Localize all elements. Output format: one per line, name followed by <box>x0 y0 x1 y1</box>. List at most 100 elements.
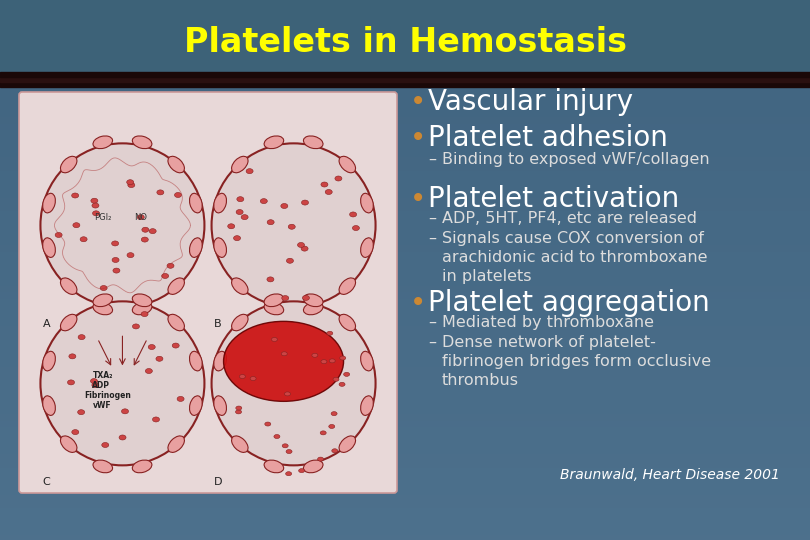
Bar <box>0 26 810 33</box>
Ellipse shape <box>127 253 134 258</box>
Bar <box>0 498 810 507</box>
Ellipse shape <box>304 294 323 307</box>
Bar <box>0 303 810 310</box>
Bar <box>0 161 810 168</box>
Ellipse shape <box>236 406 242 410</box>
Ellipse shape <box>288 224 296 230</box>
Text: Platelet adhesion: Platelet adhesion <box>428 124 668 152</box>
Bar <box>0 73 810 81</box>
Bar <box>0 0 810 6</box>
Ellipse shape <box>287 258 293 264</box>
Ellipse shape <box>282 444 288 448</box>
Bar <box>0 107 810 115</box>
Ellipse shape <box>237 197 244 201</box>
Ellipse shape <box>149 228 156 234</box>
Ellipse shape <box>100 286 107 291</box>
Ellipse shape <box>142 227 149 232</box>
Bar <box>0 343 810 351</box>
Ellipse shape <box>162 273 168 279</box>
Ellipse shape <box>318 457 323 461</box>
Text: Braunwald, Heart Disease 2001: Braunwald, Heart Disease 2001 <box>561 468 780 482</box>
Text: –: – <box>428 152 436 167</box>
Ellipse shape <box>174 192 181 198</box>
Ellipse shape <box>281 204 288 208</box>
Ellipse shape <box>145 368 152 374</box>
Bar <box>0 384 810 392</box>
Ellipse shape <box>267 277 274 282</box>
Bar <box>0 235 810 243</box>
Bar <box>0 262 810 270</box>
Bar <box>0 357 810 364</box>
Text: Signals cause COX conversion of
arachidonic acid to thromboxane
in platelets: Signals cause COX conversion of arachido… <box>442 231 707 285</box>
Ellipse shape <box>67 380 75 385</box>
Ellipse shape <box>321 182 328 187</box>
Ellipse shape <box>112 241 118 246</box>
Ellipse shape <box>168 156 185 173</box>
Bar <box>0 397 810 405</box>
Bar <box>0 60 810 68</box>
Text: Platelet activation: Platelet activation <box>428 185 680 213</box>
Ellipse shape <box>43 352 55 371</box>
Bar <box>0 404 810 411</box>
Ellipse shape <box>286 472 292 476</box>
Ellipse shape <box>284 392 291 396</box>
Text: ADP, 5HT, PF4, etc are released: ADP, 5HT, PF4, etc are released <box>442 211 697 226</box>
Ellipse shape <box>71 193 79 198</box>
Ellipse shape <box>274 435 280 438</box>
Bar <box>0 147 810 156</box>
Bar <box>0 471 810 480</box>
Text: NO: NO <box>134 213 147 222</box>
Bar <box>0 141 810 148</box>
Ellipse shape <box>302 295 309 300</box>
Bar <box>0 72 810 77</box>
Ellipse shape <box>214 352 227 371</box>
Bar <box>0 114 810 122</box>
Bar <box>0 201 810 209</box>
Ellipse shape <box>92 211 100 216</box>
Text: Platelet aggregation: Platelet aggregation <box>428 289 710 317</box>
Ellipse shape <box>167 264 174 268</box>
Ellipse shape <box>78 335 85 340</box>
Bar <box>0 181 810 189</box>
Bar <box>0 525 810 534</box>
Ellipse shape <box>112 258 119 262</box>
Circle shape <box>211 143 376 307</box>
Ellipse shape <box>339 382 345 386</box>
Ellipse shape <box>339 156 356 173</box>
Bar <box>0 390 810 399</box>
Ellipse shape <box>321 360 327 363</box>
Text: Binding to exposed vWF/collagen: Binding to exposed vWF/collagen <box>442 152 710 167</box>
Ellipse shape <box>320 431 326 435</box>
Bar <box>0 444 810 453</box>
Bar <box>0 485 810 492</box>
Text: B: B <box>214 319 221 329</box>
Bar <box>0 195 810 202</box>
Ellipse shape <box>72 430 79 435</box>
Bar <box>0 431 810 438</box>
Ellipse shape <box>128 183 134 187</box>
Bar <box>0 208 810 216</box>
Bar <box>0 363 810 372</box>
Ellipse shape <box>133 324 139 329</box>
Bar <box>0 188 810 195</box>
Ellipse shape <box>267 220 274 225</box>
Text: •: • <box>410 88 426 116</box>
Ellipse shape <box>132 302 152 315</box>
Ellipse shape <box>132 294 152 307</box>
Bar <box>0 276 810 284</box>
Ellipse shape <box>350 212 356 217</box>
Bar <box>0 269 810 276</box>
Bar <box>0 289 810 297</box>
Ellipse shape <box>61 156 77 173</box>
Ellipse shape <box>264 136 284 149</box>
Ellipse shape <box>93 294 113 307</box>
Ellipse shape <box>335 176 342 181</box>
Bar <box>0 512 810 519</box>
Ellipse shape <box>232 436 248 453</box>
Ellipse shape <box>214 193 227 213</box>
Ellipse shape <box>282 295 288 301</box>
Ellipse shape <box>264 302 284 315</box>
Ellipse shape <box>233 235 241 241</box>
Ellipse shape <box>91 198 98 203</box>
Bar <box>0 12 810 20</box>
